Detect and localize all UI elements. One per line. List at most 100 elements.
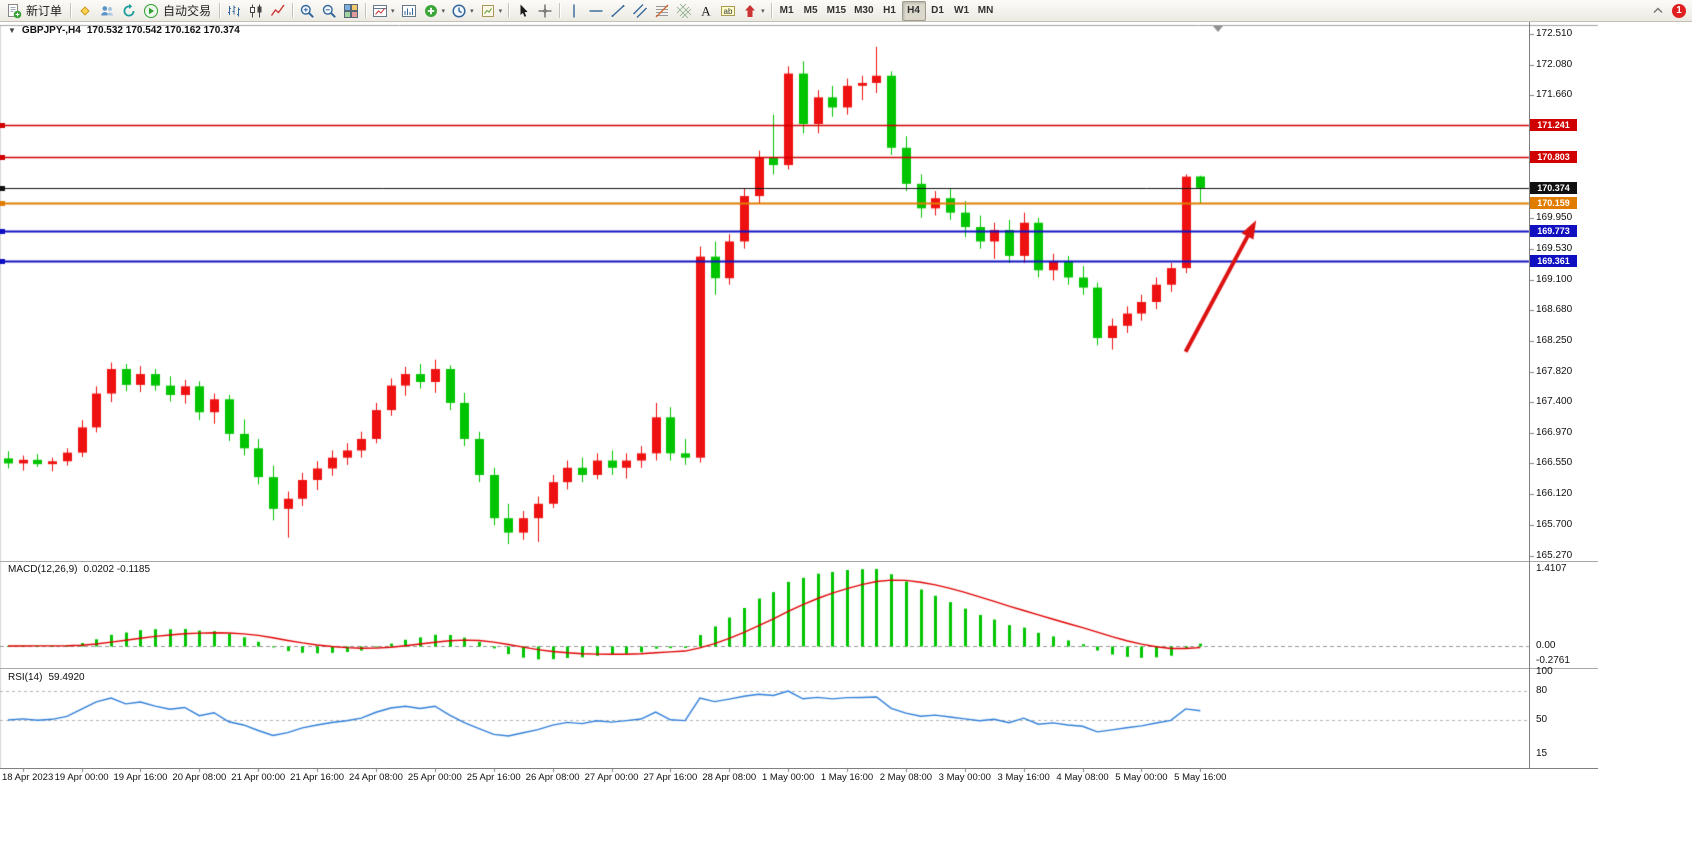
macd-values: 0.0202 -0.1185 [83, 564, 151, 575]
time-axis-label: 3 May 16:00 [997, 772, 1050, 783]
price-tick-label: 169.530 [1536, 242, 1573, 254]
templates-button[interactable]: ▾ [477, 1, 506, 21]
notifications-button[interactable]: 1 [1669, 1, 1689, 21]
rsi-indicator-label: RSI(14) 59.4920 [8, 672, 85, 683]
rsi-axis-label: 50 [1536, 714, 1548, 725]
price-tick-label: 172.510 [1536, 27, 1573, 39]
gann-grid-icon [676, 3, 692, 18]
toolbar-separator [219, 3, 221, 18]
refresh-button[interactable] [118, 1, 140, 21]
timeframe-m30-button[interactable]: M30 [854, 5, 874, 16]
refresh-icon [123, 3, 135, 16]
periods-button[interactable]: ▾ [448, 1, 477, 21]
fibonacci-button[interactable] [651, 1, 673, 21]
price-tick-label: 166.970 [1536, 427, 1573, 439]
crosshair-icon [538, 4, 552, 17]
macd-axis-label: 0.00 [1536, 639, 1556, 651]
text-icon: A [701, 3, 711, 18]
time-axis-label: 27 Apr 16:00 [643, 772, 698, 783]
channel-icon [633, 3, 648, 18]
pane-splitter-macd[interactable] [0, 561, 1598, 562]
price-tag-resistance: 170.803 [1530, 150, 1577, 163]
arrows-button[interactable]: ▾ [739, 1, 768, 21]
notification-badge: 1 [1672, 3, 1686, 18]
toolbar-button-label: 自动交易 [163, 4, 212, 18]
collapse-toolbar-button[interactable] [1647, 1, 1669, 21]
price-tick-label: 167.400 [1536, 396, 1573, 408]
timeframe-h4-button[interactable]: H4 [901, 0, 926, 21]
gann-grid-button[interactable] [673, 1, 695, 21]
timeframe-m15-button[interactable]: M15 [826, 5, 847, 16]
text-label-icon: ab [721, 5, 736, 16]
tile-windows-button[interactable] [340, 1, 362, 21]
dropdown-caret-icon: ▾ [470, 7, 474, 15]
time-axis-label: 21 Apr 00:00 [231, 772, 286, 783]
text-label-button[interactable]: ab [717, 1, 739, 21]
chart-window-icon [373, 4, 388, 17]
time-axis-label: 5 May 00:00 [1115, 772, 1168, 783]
price-tag-support: 169.361 [1530, 254, 1577, 267]
candlestick-chart-button[interactable] [245, 1, 267, 21]
chart-objects-button[interactable] [398, 1, 420, 21]
channel-button[interactable] [629, 1, 651, 21]
toolbar-separator [70, 3, 72, 18]
price-tick-label: 165.270 [1536, 549, 1573, 561]
timeframe-d1-button[interactable]: D1 [931, 5, 944, 16]
timeframe-m5-button[interactable]: M5 [803, 5, 818, 16]
arrows-icon [745, 4, 756, 17]
trendline-icon [611, 4, 625, 17]
chart-collapse-button[interactable]: ▼ [8, 26, 16, 35]
time-axis-label: 4 May 08:00 [1056, 772, 1109, 783]
svg-text:ab: ab [724, 6, 733, 15]
price-tick-label: 165.700 [1536, 518, 1573, 530]
zoom-out-icon [322, 4, 336, 18]
rsi-value: 59.4920 [48, 672, 85, 683]
time-axis-label: 3 May 00:00 [938, 772, 991, 783]
favorites-icon [80, 5, 90, 16]
cursor-button[interactable] [512, 1, 534, 21]
new-order-button[interactable]: 新订单 [3, 1, 67, 21]
price-tick-label: 169.950 [1536, 212, 1573, 224]
price-axis[interactable]: 172.510172.080171.660171.240170.820170.3… [1529, 22, 1598, 768]
toolbar-separator [292, 3, 294, 18]
bar-chart-button[interactable] [223, 1, 245, 21]
time-axis-label: 24 Apr 08:00 [349, 772, 403, 783]
tile-windows-icon [344, 3, 359, 18]
rsi-axis-label: 100 [1536, 666, 1553, 677]
price-tag-support: 169.773 [1530, 225, 1577, 238]
rsi-axis-label: 80 [1536, 685, 1548, 697]
accounts-button[interactable] [96, 1, 118, 21]
chart-window-button[interactable]: ▾ [369, 1, 398, 21]
timeframe-m1-button[interactable]: M1 [779, 5, 794, 16]
timeframe-w1-button[interactable]: W1 [954, 5, 970, 16]
crosshair-button[interactable] [534, 1, 556, 21]
add-indicator-button[interactable]: ▾ [420, 1, 449, 21]
zoom-in-button[interactable] [296, 1, 318, 21]
timeframe-h1-button[interactable]: H1 [883, 5, 896, 16]
price-tick-label: 169.100 [1536, 273, 1573, 285]
price-tick-label: 166.120 [1536, 488, 1573, 500]
time-axis-label: 26 Apr 08:00 [525, 772, 580, 783]
line-chart-button[interactable] [267, 1, 289, 21]
collapse-toolbar-icon [1653, 6, 1663, 13]
favorites-button[interactable] [74, 1, 96, 21]
autotrade-button[interactable]: 自动交易 [140, 1, 216, 21]
price-tick-label: 171.660 [1536, 89, 1573, 101]
zoom-in-icon [300, 4, 314, 18]
timeframe-mn-button[interactable]: MN [977, 5, 994, 16]
text-button[interactable]: A [695, 1, 717, 21]
time-axis[interactable]: 18 Apr 2023 19 Apr 00:00 19 Apr 16:00 20 Ap… [0, 768, 1598, 788]
periods-icon [452, 3, 466, 18]
time-axis-label: 2 May 08:00 [879, 772, 933, 783]
line-chart-icon [270, 4, 285, 16]
pane-splitter-rsi[interactable] [0, 668, 1598, 669]
horizontal-line-button[interactable] [585, 1, 607, 21]
chart-canvas[interactable] [0, 22, 1692, 852]
time-axis-label: 20 Apr 08:00 [172, 772, 227, 783]
vertical-line-button[interactable] [563, 1, 585, 21]
trendline-button[interactable] [607, 1, 629, 21]
zoom-out-button[interactable] [318, 1, 340, 21]
macd-axis-label: -0.2761 [1536, 655, 1570, 667]
toolbar-separator [559, 3, 561, 18]
